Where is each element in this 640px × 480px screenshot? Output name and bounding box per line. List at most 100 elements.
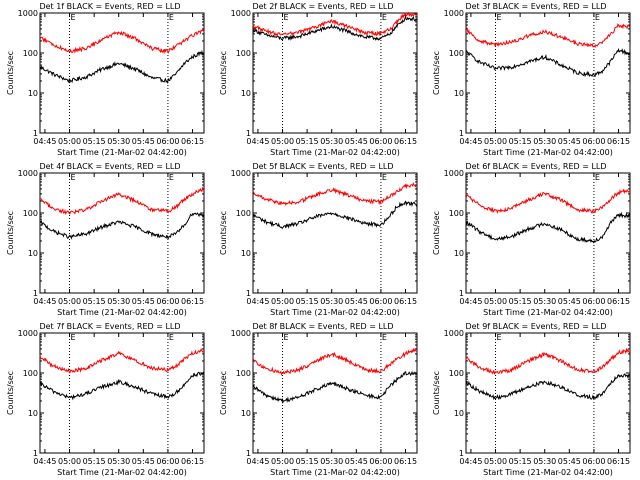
event-marker-label: E <box>169 13 174 22</box>
y-tick-label: 1 <box>246 449 251 458</box>
x-axis-label: Start Time (21-Mar-02 04:42:00) <box>57 308 187 317</box>
plot-frame <box>39 332 205 454</box>
x-tick-label: 05:45 <box>345 457 368 466</box>
series-line-events <box>39 212 205 240</box>
event-marker-label: E <box>71 13 76 22</box>
event-marker-label: E <box>169 173 174 182</box>
y-axis-label: Counts/sec <box>432 51 441 95</box>
y-tick-label: 1000 <box>444 169 464 178</box>
y-tick-label: 100 <box>23 209 38 218</box>
y-axis-label: Counts/sec <box>6 51 15 95</box>
x-tick-label: 06:00 <box>369 457 392 466</box>
y-tick-label: 1 <box>459 449 464 458</box>
x-tick-label: 05:45 <box>132 297 155 306</box>
x-axis-label: Start Time (21-Mar-02 04:42:00) <box>483 308 613 317</box>
x-tick-label: 05:15 <box>83 297 106 306</box>
series-line-events <box>465 211 631 244</box>
x-tick-label: 05:45 <box>558 137 581 146</box>
x-tick-label: 04:45 <box>459 457 482 466</box>
x-tick-label: 05:00 <box>484 137 507 146</box>
y-tick-label: 100 <box>23 369 38 378</box>
x-axis-label: Start Time (21-Mar-02 04:42:00) <box>270 148 400 157</box>
x-tick-label: 05:15 <box>296 137 319 146</box>
chart-title: Det 7f BLACK = Events, RED = LLD <box>39 322 180 331</box>
x-tick-label: 06:15 <box>394 297 417 306</box>
y-tick-label: 1 <box>246 289 251 298</box>
x-tick-label: 05:00 <box>58 297 81 306</box>
x-tick-label: 05:30 <box>533 137 556 146</box>
x-tick-label: 06:00 <box>156 137 179 146</box>
chart-svg: Det 3f BLACK = Events, RED = LLD 1 10 100 10… <box>432 2 631 157</box>
y-tick-label: 1 <box>246 129 251 138</box>
y-tick-label: 100 <box>449 369 464 378</box>
series-line-events <box>39 49 205 85</box>
detector-panel: Det 6f BLACK = Events, RED = LLD 1 10 100 10… <box>426 160 639 320</box>
plot-frame <box>252 172 418 294</box>
series-line-lld <box>252 11 418 37</box>
y-tick-label: 10 <box>241 89 251 98</box>
detector-panel: Det 8f BLACK = Events, RED = LLD 1 10 100 10… <box>213 320 426 480</box>
y-tick-label: 10 <box>454 409 464 418</box>
x-tick-label: 05:45 <box>345 297 368 306</box>
detector-panel: Det 3f BLACK = Events, RED = LLD 1 10 100 10… <box>426 0 639 160</box>
series-line-events <box>39 371 205 401</box>
x-tick-label: 05:30 <box>320 137 343 146</box>
y-tick-label: 1000 <box>231 169 251 178</box>
y-tick-label: 1 <box>459 129 464 138</box>
x-tick-label: 06:00 <box>156 457 179 466</box>
x-tick-label: 04:45 <box>459 297 482 306</box>
y-axis-label: Counts/sec <box>219 211 228 255</box>
x-tick-label: 05:30 <box>320 297 343 306</box>
y-tick-label: 1000 <box>444 329 464 338</box>
x-tick-label: 05:45 <box>345 137 368 146</box>
plot-frame <box>465 172 631 294</box>
x-tick-label: 04:45 <box>459 137 482 146</box>
y-tick-label: 1 <box>33 289 38 298</box>
plot-frame <box>39 12 205 134</box>
event-marker-label: E <box>497 13 502 22</box>
x-tick-label: 05:15 <box>296 297 319 306</box>
x-tick-label: 05:45 <box>132 137 155 146</box>
x-tick-label: 06:15 <box>394 457 417 466</box>
event-marker-label: E <box>284 333 289 342</box>
x-tick-label: 04:45 <box>33 137 56 146</box>
series-line-lld <box>39 348 204 374</box>
event-marker-label: E <box>169 333 174 342</box>
x-tick-label: 05:00 <box>484 297 507 306</box>
x-tick-label: 06:15 <box>181 297 204 306</box>
y-tick-label: 10 <box>28 249 38 258</box>
series-line-events <box>252 200 418 230</box>
plot-frame <box>252 332 418 454</box>
chart-title: Det 8f BLACK = Events, RED = LLD <box>252 322 393 331</box>
detector-panel: Det 2f BLACK = Events, RED = LLD 1 10 100 10… <box>213 0 426 160</box>
x-tick-label: 05:15 <box>509 297 532 306</box>
y-tick-label: 1000 <box>444 9 464 18</box>
series-line-lld <box>465 347 631 375</box>
x-tick-label: 05:00 <box>271 457 294 466</box>
y-axis-label: Counts/sec <box>432 211 441 255</box>
event-marker-label: E <box>382 333 387 342</box>
plot-frame <box>465 12 631 134</box>
x-tick-label: 06:15 <box>607 137 630 146</box>
x-tick-label: 05:15 <box>509 457 532 466</box>
x-tick-label: 06:15 <box>607 457 630 466</box>
detector-panel: Det 7f BLACK = Events, RED = LLD 1 10 100 10… <box>0 320 213 480</box>
y-axis-label: Counts/sec <box>219 51 228 95</box>
y-axis-label: Counts/sec <box>6 211 15 255</box>
series-line-lld <box>252 347 418 376</box>
y-tick-label: 100 <box>449 209 464 218</box>
y-tick-label: 100 <box>23 49 38 58</box>
x-tick-label: 06:15 <box>181 137 204 146</box>
x-tick-label: 05:30 <box>107 137 130 146</box>
detector-panel: Det 5f BLACK = Events, RED = LLD 1 10 100 10… <box>213 160 426 320</box>
chart-title: Det 5f BLACK = Events, RED = LLD <box>252 162 393 171</box>
x-tick-label: 05:30 <box>320 457 343 466</box>
x-tick-label: 05:00 <box>271 297 294 306</box>
x-tick-label: 06:15 <box>181 457 204 466</box>
x-tick-label: 05:45 <box>132 457 155 466</box>
y-tick-label: 10 <box>241 249 251 258</box>
chart-title: Det 4f BLACK = Events, RED = LLD <box>39 162 180 171</box>
chart-svg: Det 9f BLACK = Events, RED = LLD 1 10 100 10… <box>432 322 631 477</box>
y-tick-label: 10 <box>28 89 38 98</box>
